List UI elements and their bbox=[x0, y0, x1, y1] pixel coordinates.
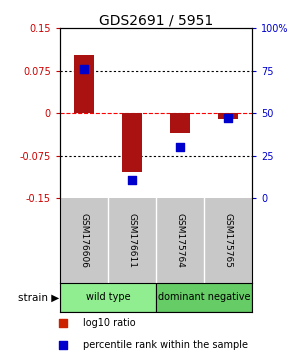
Bar bbox=[218, 113, 238, 119]
Point bbox=[60, 321, 65, 326]
Text: GSM175765: GSM175765 bbox=[224, 213, 232, 268]
Point bbox=[226, 115, 230, 121]
Text: log10 ratio: log10 ratio bbox=[83, 318, 135, 329]
Bar bbox=[122, 113, 142, 172]
Text: strain ▶: strain ▶ bbox=[18, 292, 59, 302]
Point bbox=[130, 177, 134, 182]
Text: percentile rank within the sample: percentile rank within the sample bbox=[83, 339, 248, 350]
Text: GSM175764: GSM175764 bbox=[176, 213, 184, 268]
Bar bbox=[74, 55, 94, 113]
Text: dominant negative: dominant negative bbox=[158, 292, 250, 302]
Point bbox=[60, 342, 65, 348]
Point bbox=[82, 66, 86, 72]
Text: wild type: wild type bbox=[86, 292, 130, 302]
Text: GSM176606: GSM176606 bbox=[80, 213, 88, 268]
Title: GDS2691 / 5951: GDS2691 / 5951 bbox=[99, 13, 213, 27]
Bar bbox=[60, 283, 156, 312]
Point bbox=[178, 144, 182, 150]
Bar bbox=[170, 113, 190, 132]
Bar bbox=[156, 283, 252, 312]
Text: GSM176611: GSM176611 bbox=[128, 213, 136, 268]
